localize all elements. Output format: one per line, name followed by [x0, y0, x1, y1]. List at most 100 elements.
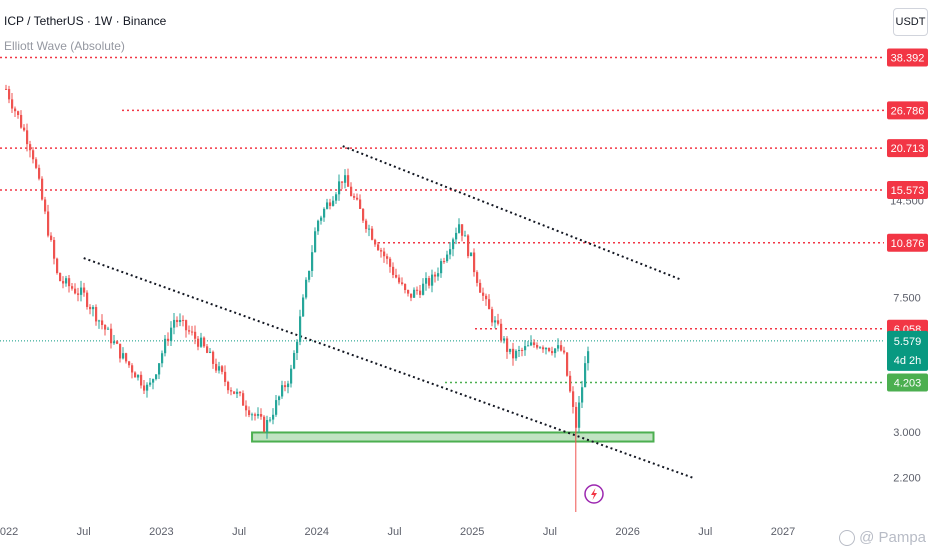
- candle-body: [32, 150, 35, 160]
- candle-body: [11, 99, 14, 109]
- candle-body: [425, 278, 428, 284]
- candle-body: [278, 396, 281, 401]
- candle-body: [398, 277, 401, 283]
- candle-body: [305, 279, 308, 298]
- candle-body: [251, 414, 254, 416]
- candle-body: [143, 385, 146, 391]
- candle-body: [26, 130, 29, 145]
- candle-body: [383, 251, 386, 257]
- symbol-title: ICP / TetherUS · 1W · Binance: [4, 14, 167, 28]
- candle-body: [542, 347, 545, 350]
- candle-body: [368, 228, 371, 230]
- candle-body: [86, 292, 89, 307]
- candle-body: [344, 175, 347, 183]
- candle-body: [329, 202, 332, 206]
- candle-body: [170, 327, 173, 341]
- trendline[interactable]: [342, 145, 680, 280]
- candle-body: [191, 331, 194, 333]
- support-zone-box[interactable]: [251, 431, 655, 443]
- candle-body: [476, 272, 479, 283]
- level-label-bg: [887, 48, 928, 67]
- candle-body: [14, 108, 17, 112]
- currency-button[interactable]: USDT: [893, 8, 928, 36]
- candle-body: [101, 320, 104, 325]
- candle-body: [272, 414, 275, 420]
- candle-body: [533, 342, 536, 345]
- candle-body: [401, 282, 404, 285]
- candle-body: [275, 400, 278, 415]
- candle-body: [512, 348, 515, 359]
- indicator-label[interactable]: Elliott Wave (Absolute): [4, 39, 125, 53]
- candle-body: [287, 383, 290, 388]
- candle-body: [392, 266, 395, 275]
- candle-body: [467, 235, 470, 257]
- candle-body: [431, 274, 434, 286]
- current-price-bg: [887, 330, 928, 371]
- candle-body: [395, 274, 398, 278]
- candle-body: [308, 270, 311, 280]
- candle-body: [587, 351, 590, 364]
- candle-body: [68, 278, 71, 287]
- candle-body: [302, 297, 305, 317]
- candle-body: [584, 363, 587, 388]
- candle-body: [470, 252, 473, 257]
- candle-body: [545, 347, 548, 350]
- candle-body: [284, 385, 287, 388]
- candle-body: [266, 419, 269, 432]
- level-label-bg: [887, 373, 928, 392]
- current-price-label: 5.579: [894, 336, 922, 348]
- candle-body: [548, 347, 551, 352]
- candle-body: [434, 274, 437, 277]
- x-tick-label: 2025: [460, 526, 484, 538]
- candle-body: [458, 224, 461, 233]
- candle-body: [164, 338, 167, 354]
- x-tick-label: 2023: [149, 526, 173, 538]
- candle-body: [524, 346, 527, 351]
- candle-body: [422, 283, 425, 295]
- candle-body: [125, 353, 128, 362]
- candle-body: [503, 338, 506, 341]
- candle-body: [233, 391, 236, 394]
- candle-body: [515, 350, 518, 359]
- level-label: 38.392: [891, 53, 925, 65]
- candle-body: [128, 361, 131, 366]
- candle-body: [332, 200, 335, 206]
- candle-body: [194, 331, 197, 339]
- candle-body: [47, 211, 50, 236]
- x-tick-label: Jul: [543, 526, 557, 538]
- candle-body: [488, 299, 491, 310]
- alert-icon[interactable]: [584, 484, 604, 504]
- candle-body: [116, 341, 119, 344]
- candle-body: [464, 235, 467, 237]
- candle-body: [359, 199, 362, 209]
- candle-body: [296, 341, 299, 354]
- trendline[interactable]: [83, 257, 693, 479]
- candle-body: [323, 208, 326, 218]
- candle-body: [455, 232, 458, 240]
- candle-body: [50, 235, 53, 240]
- candle-body: [416, 289, 419, 291]
- candle-body: [62, 281, 65, 284]
- y-tick-label: 3.000: [893, 427, 921, 439]
- candle-body: [257, 414, 260, 416]
- candle-body: [389, 258, 392, 267]
- candle-body: [254, 414, 257, 416]
- candle-body: [314, 231, 317, 253]
- candle-body: [353, 196, 356, 198]
- candle-body: [518, 349, 521, 351]
- candle-body: [71, 286, 74, 289]
- candle-body: [569, 375, 572, 392]
- candle-body: [410, 293, 413, 298]
- candle-body: [413, 289, 416, 298]
- candle-body: [59, 272, 62, 282]
- candle-body: [122, 353, 125, 359]
- candle-body: [74, 288, 77, 294]
- x-tick-label: Jul: [77, 526, 91, 538]
- candle-body: [245, 405, 248, 411]
- candle-body: [242, 393, 245, 406]
- candle-body: [320, 217, 323, 221]
- candle-body: [572, 391, 575, 407]
- candle-body: [146, 384, 149, 391]
- candle-body: [140, 374, 143, 386]
